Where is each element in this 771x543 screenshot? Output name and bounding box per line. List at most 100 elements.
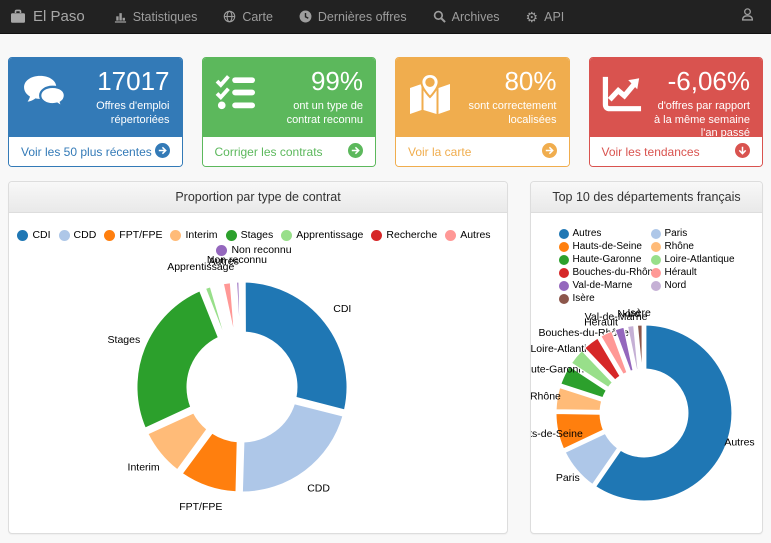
legend-item-autres[interactable]: Autres: [445, 229, 491, 241]
arrow-circle-down-icon: [735, 142, 750, 161]
legend-swatch: [371, 229, 383, 241]
legend-item-haute-garonne[interactable]: Haute-Garonne: [558, 254, 650, 265]
legend-item-non-reconnu[interactable]: Non reconnu: [216, 244, 292, 256]
legend-item-stages[interactable]: Stages: [225, 229, 273, 241]
nav-label: API: [544, 9, 565, 24]
legend-item-hauts-de-seine[interactable]: Hauts-de-Seine: [558, 241, 650, 252]
card-tendances-body: -6,06% d'offres par rapport à la même se…: [589, 58, 762, 139]
legend-item-fpt-fpe[interactable]: FPT/FPE: [104, 229, 162, 241]
stat-description: sont correctement localisées: [468, 99, 557, 126]
pie-slice-stages[interactable]: [136, 290, 219, 429]
legend-swatch: [58, 229, 70, 241]
pie-slice-haute-garonne[interactable]: [560, 365, 607, 399]
legend-item-recherche[interactable]: Recherche: [371, 229, 437, 241]
pie-slice-label: Non reconnu: [207, 254, 267, 266]
legend-label: CDI: [32, 229, 51, 241]
legend-item-paris[interactable]: Paris: [650, 228, 734, 239]
pie-slice-label: Apprentissage: [167, 261, 234, 273]
stat-description: Offres d'emploi répertoriées: [96, 99, 170, 126]
stat-value: 80%: [504, 66, 557, 96]
legend-swatch: [650, 254, 661, 265]
card-localisation-body: 80% sont correctement localisées: [396, 58, 569, 137]
legend-item-cdd[interactable]: CDD: [58, 229, 97, 241]
pie-slice-label: Hérault: [584, 317, 618, 329]
panel-title: Top 10 des départements français: [531, 182, 762, 213]
legend-swatch: [650, 280, 661, 291]
stat-value: 17017: [97, 66, 170, 96]
stat-value: 99%: [310, 66, 363, 96]
pie-slice-label: Stages: [108, 334, 141, 346]
legend-label: Nord: [664, 280, 687, 291]
pie-slice-label: CDI: [333, 303, 351, 315]
panel-departements: Top 10 des départements français Autres P…: [530, 181, 763, 534]
pie-slice-label: Rhône: [531, 391, 561, 403]
nav-item-statistiques[interactable]: Statistiques: [101, 0, 211, 34]
pie-slice-interim[interactable]: [147, 412, 208, 471]
nav-label: Dernières offres: [317, 9, 407, 24]
pie-slice-hauts-de-seine[interactable]: [555, 412, 605, 450]
legend-swatch: [104, 229, 116, 241]
stat-cards-row: 17017 Offres d'emploi répertoriées Voir …: [0, 34, 771, 167]
pie-slice-autres[interactable]: [594, 324, 733, 502]
pie-slice-apprentissage[interactable]: [204, 286, 226, 336]
pie-slice-autres[interactable]: [222, 282, 235, 334]
legend-item-rh-ne[interactable]: Rhône: [650, 241, 734, 252]
panel-title: Proportion par type de contrat: [9, 182, 507, 213]
pie-slice-label: Interim: [128, 461, 160, 473]
pie-slice-recherche[interactable]: [215, 284, 230, 335]
pie-slice-bouches-du-rh-ne[interactable]: [583, 337, 621, 381]
clock-icon: [299, 10, 312, 23]
card-contrats-link[interactable]: Corriger les contrats: [202, 137, 375, 166]
legend-item-val-de-marne[interactable]: Val-de-Marne: [558, 280, 650, 291]
map-marker-icon: [408, 67, 458, 128]
nav-item-archives[interactable]: Archives: [420, 0, 513, 34]
legend-item-loire-atlantique[interactable]: Loire-Atlantique: [650, 254, 735, 265]
nav-item-api[interactable]: ⚙ API: [513, 0, 578, 34]
card-offres-link[interactable]: Voir les 50 plus récentes: [9, 137, 182, 166]
arrow-circle-right-icon: [348, 142, 363, 161]
legend-item-autres[interactable]: Autres: [558, 228, 650, 239]
legend-item-h-rault[interactable]: Hérault: [650, 267, 734, 278]
card-tendances-link[interactable]: Voir les tendances: [589, 137, 762, 166]
arrow-circle-right-icon: [541, 142, 557, 161]
legend-label: Loire-Atlantique: [664, 254, 735, 265]
nav-item-carte[interactable]: Carte: [210, 0, 286, 34]
legend-item-bouches-du-rh-ne[interactable]: Bouches-du-Rhône: [558, 267, 659, 278]
legend-item-nord[interactable]: Nord: [650, 280, 734, 291]
pie-slice-loire-atlantique[interactable]: [570, 349, 613, 388]
card-localisation-link[interactable]: Voir la carte: [396, 137, 569, 166]
card-localisation: 80% sont correctement localisées Voir la…: [395, 57, 570, 167]
stat-value: -6,06%: [667, 66, 750, 96]
legend-swatch: [445, 229, 457, 241]
legend-label: Rhône: [664, 241, 694, 252]
pie-slice-cdd[interactable]: [241, 403, 344, 493]
footer-link-label: Voir la carte: [408, 144, 472, 159]
pie-slice-non-reconnu[interactable]: [236, 281, 241, 333]
chart-legend: CDI CDD FPT/FPE Interim Stages Apprentissage R…: [15, 229, 501, 259]
user-menu[interactable]: [734, 7, 761, 27]
pie-slice-nord[interactable]: [627, 325, 639, 371]
legend-label: Apprentissage: [296, 229, 364, 241]
pie-slice-fpt-fpe[interactable]: [181, 432, 238, 493]
legend-item-interim[interactable]: Interim: [170, 229, 218, 241]
pie-slice-label: Val-de-Marne: [585, 311, 648, 323]
pie-slice-paris[interactable]: [564, 432, 619, 486]
chart-legend: Autres Paris Hauts-de-Seine Rhône Haute-Garo…: [558, 228, 735, 304]
legend-swatch: [281, 229, 293, 241]
legend-item-is-re[interactable]: Isère: [558, 293, 650, 304]
pie-slice-is-re[interactable]: [636, 324, 643, 370]
gear-icon: ⚙: [525, 8, 539, 25]
legend-item-cdi[interactable]: CDI: [17, 229, 51, 241]
pie-slice-cdi[interactable]: [244, 281, 348, 411]
legend-swatch: [558, 241, 569, 252]
pie-slice-val-de-marne[interactable]: [614, 326, 634, 372]
legend-item-apprentissage[interactable]: Apprentissage: [281, 229, 363, 241]
pie-slice-rh-ne[interactable]: [555, 386, 603, 411]
legend-label: CDD: [73, 229, 97, 241]
legend-swatch: [216, 244, 228, 256]
donut-svg: CDI CDD FPT/FPE Interim Stages ApprentissageA…: [108, 254, 352, 513]
nav-item-dernieres-offres[interactable]: Dernières offres: [286, 0, 420, 34]
pie-slice-label: Autres: [209, 255, 239, 267]
brand[interactable]: El Paso: [10, 8, 85, 25]
pie-slice-h-rault[interactable]: [600, 330, 628, 375]
